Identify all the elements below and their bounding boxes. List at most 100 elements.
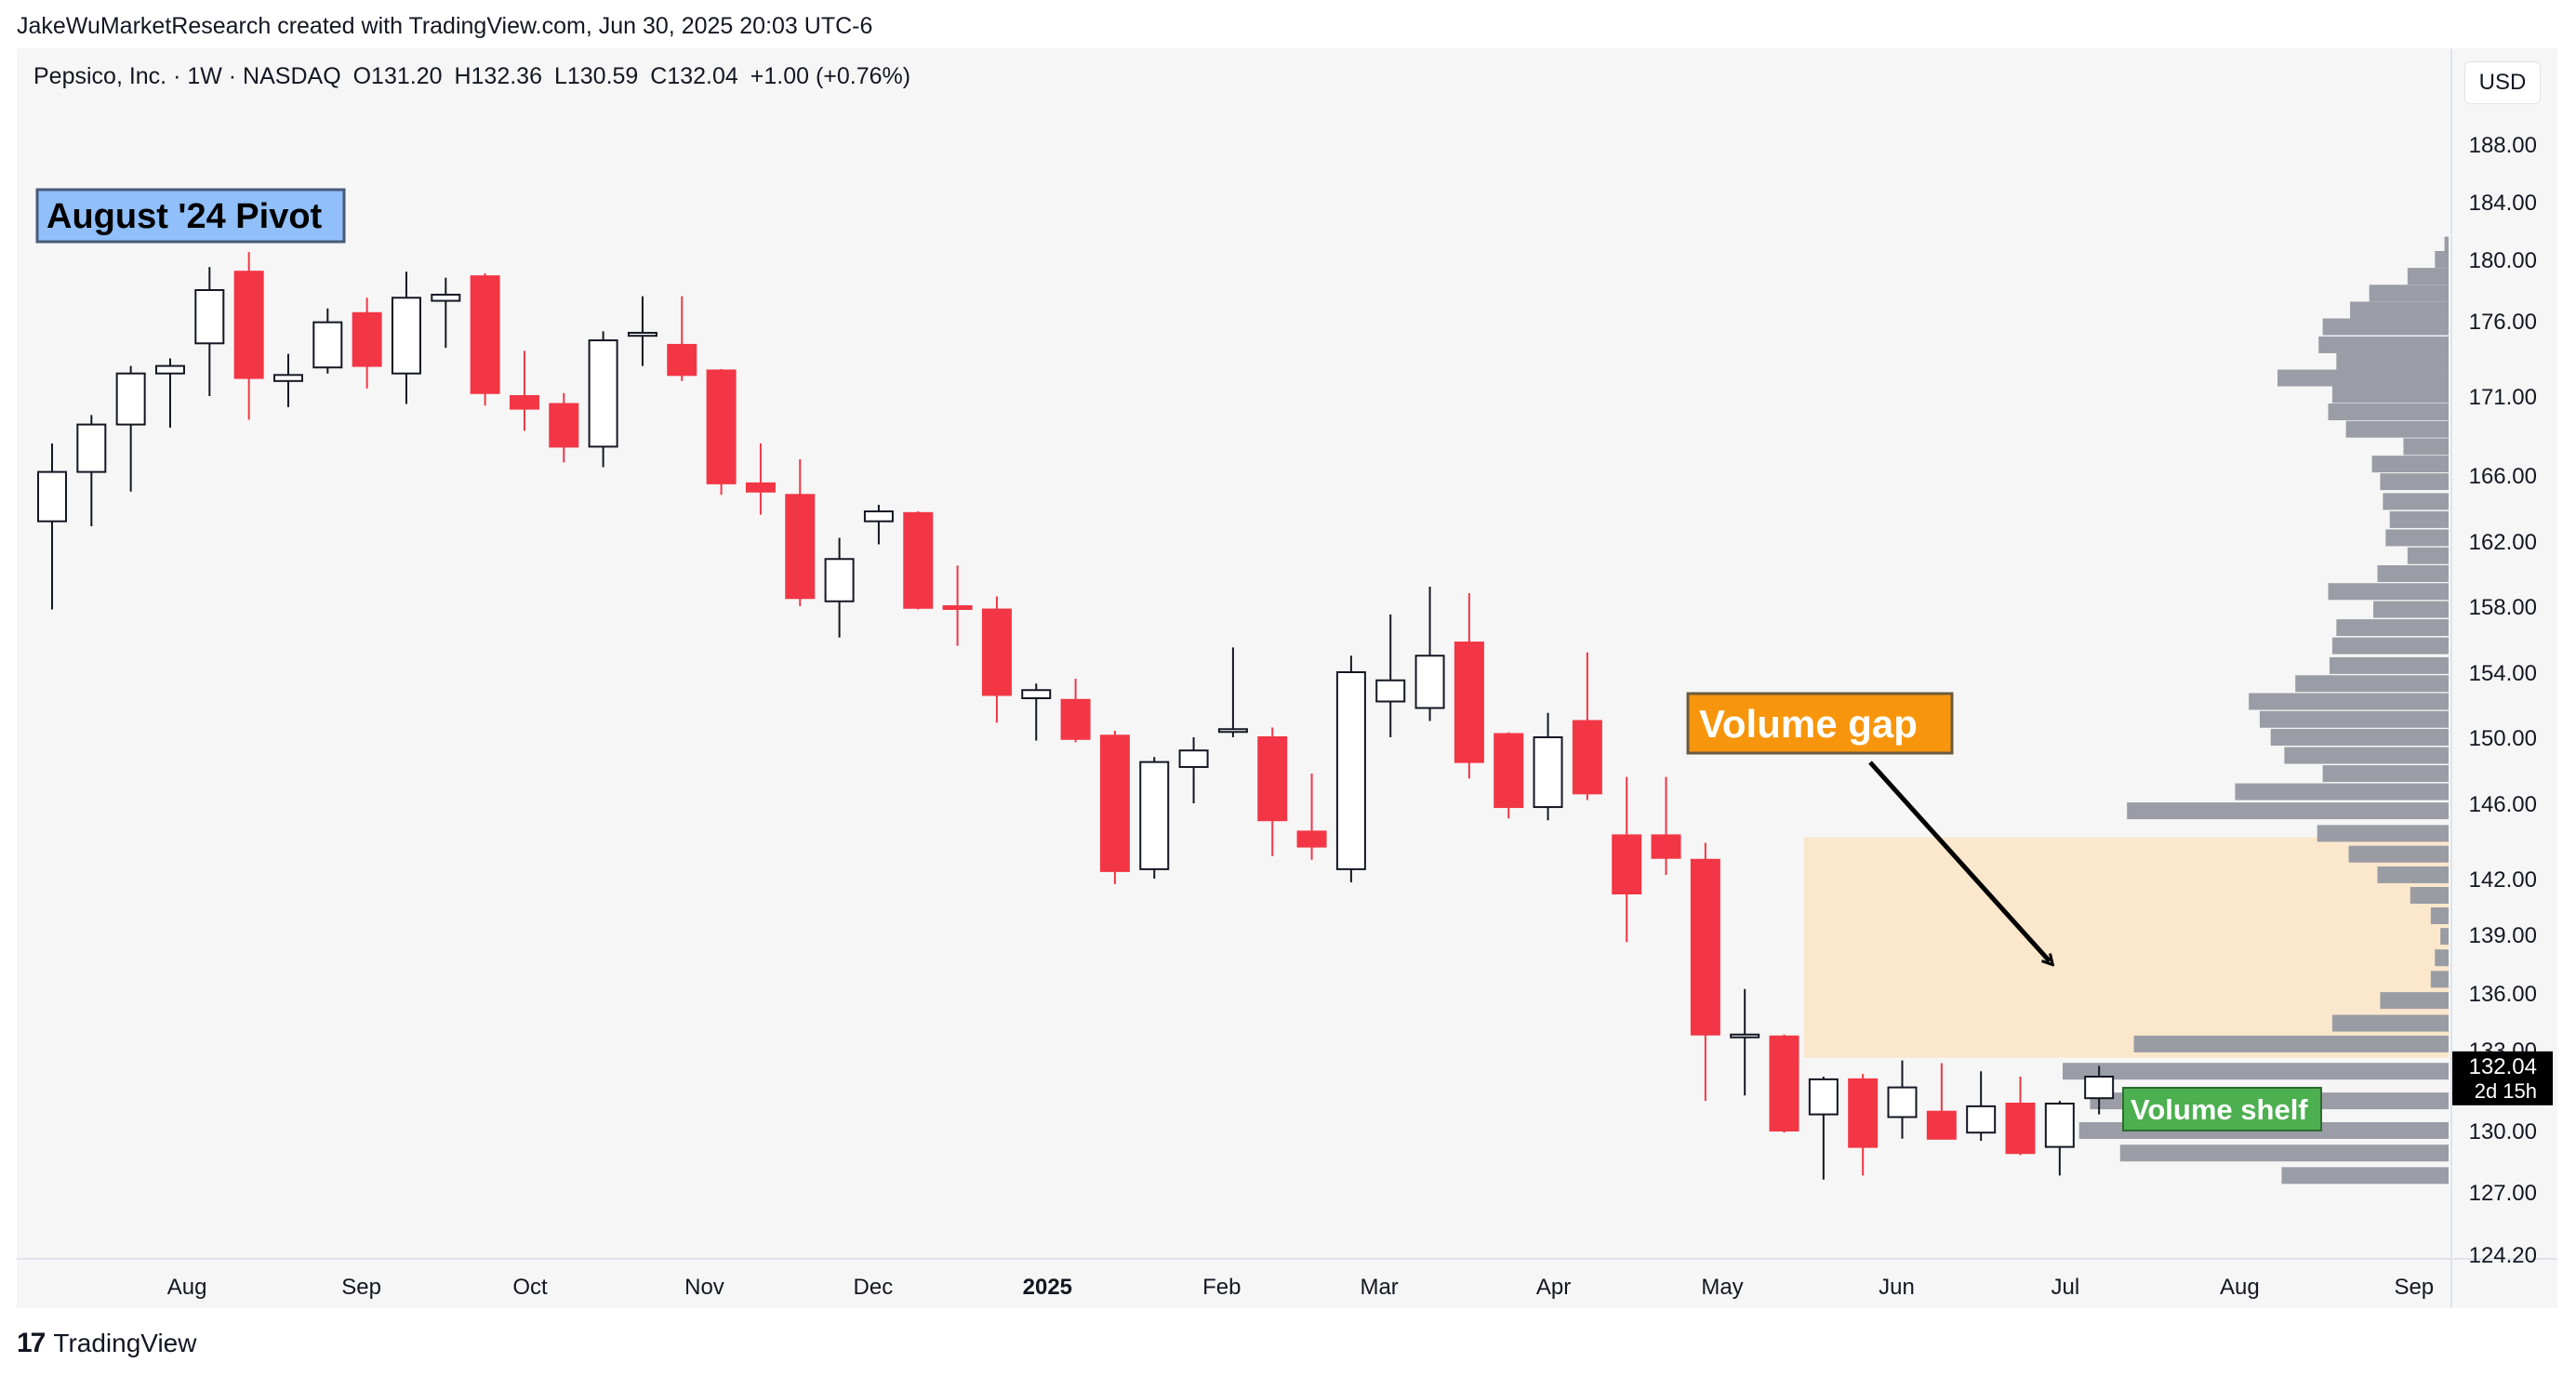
time-tick-label: May xyxy=(1701,1275,1743,1300)
candle[interactable] xyxy=(1494,732,1524,819)
price-tick-label: 130.00 xyxy=(2469,1119,2537,1144)
candle[interactable] xyxy=(115,365,146,492)
chart-panel[interactable]: Pepsico, Inc. · 1W · NASDAQ O131.20 H132… xyxy=(17,48,2557,1308)
last-price-value: 132.04 xyxy=(2469,1054,2537,1079)
volume-profile-bar xyxy=(2317,825,2449,842)
candle[interactable] xyxy=(588,331,618,468)
candle[interactable] xyxy=(431,277,461,349)
candle-body xyxy=(1217,728,1248,734)
candle[interactable] xyxy=(2044,1101,2075,1176)
candle[interactable] xyxy=(470,272,500,406)
volume-profile-bar xyxy=(2063,1063,2449,1080)
candle[interactable] xyxy=(1099,731,1130,884)
candle[interactable] xyxy=(1257,727,1288,856)
candle-body xyxy=(1296,830,1327,848)
volume-profile-bar xyxy=(2345,420,2449,438)
candle-body xyxy=(1887,1086,1918,1118)
candle[interactable] xyxy=(667,296,697,381)
candle[interactable] xyxy=(312,308,343,374)
candle[interactable] xyxy=(903,511,934,610)
candle[interactable] xyxy=(1414,587,1445,721)
candle[interactable] xyxy=(942,565,973,646)
volume-profile-bar xyxy=(2328,404,2449,420)
candle-body xyxy=(745,482,776,493)
candle[interactable] xyxy=(1139,757,1170,879)
volume-profile-bar xyxy=(2430,971,2449,988)
time-tick-label: Aug xyxy=(2220,1275,2260,1300)
volume-profile-bar xyxy=(2435,251,2449,268)
volume-profile-bar xyxy=(2331,637,2449,655)
candle-body xyxy=(2084,1076,2115,1100)
candle[interactable] xyxy=(785,459,816,606)
candle[interactable] xyxy=(1887,1060,1918,1139)
candle[interactable] xyxy=(706,368,737,496)
candle[interactable] xyxy=(1454,593,1484,779)
candle[interactable] xyxy=(1730,988,1760,1096)
time-tick-label: Dec xyxy=(854,1275,894,1300)
candle[interactable] xyxy=(1375,614,1406,737)
candle[interactable] xyxy=(1296,774,1327,860)
candle[interactable] xyxy=(1926,1063,1957,1140)
candle[interactable] xyxy=(154,358,185,429)
candle[interactable] xyxy=(1651,776,1681,875)
candle[interactable] xyxy=(1335,655,1366,882)
candle-body xyxy=(1257,736,1288,822)
candle[interactable] xyxy=(1848,1074,1879,1176)
tradingview-logo[interactable]: 17 TradingView xyxy=(17,1328,196,1359)
candle[interactable] xyxy=(509,351,539,431)
candle[interactable] xyxy=(1060,679,1091,743)
candle[interactable] xyxy=(863,504,894,545)
candle[interactable] xyxy=(1572,652,1602,800)
price-tick-label: 188.00 xyxy=(2469,133,2537,158)
candle[interactable] xyxy=(1217,647,1248,737)
candle[interactable] xyxy=(1966,1071,1997,1141)
candle-body xyxy=(2005,1103,2036,1155)
candle[interactable] xyxy=(981,596,1012,723)
candle-body xyxy=(37,470,67,523)
candle[interactable] xyxy=(76,415,107,527)
candle[interactable] xyxy=(1178,737,1209,803)
candle[interactable] xyxy=(627,296,657,366)
volume-profile-bar xyxy=(2318,336,2449,353)
currency-button[interactable]: USD xyxy=(2464,61,2541,104)
volume-profile-bar xyxy=(2329,656,2449,674)
candle[interactable] xyxy=(1021,683,1052,741)
price-tick-label: 139.00 xyxy=(2469,923,2537,948)
candle-body xyxy=(1730,1033,1760,1039)
candle-body xyxy=(1808,1078,1839,1116)
candle[interactable] xyxy=(745,443,776,515)
price-tick-label: 127.00 xyxy=(2469,1181,2537,1206)
candle[interactable] xyxy=(1690,842,1720,1102)
candle[interactable] xyxy=(549,392,579,463)
candle[interactable] xyxy=(1612,776,1642,943)
candle-body xyxy=(706,369,737,484)
volume-profile-bar xyxy=(2277,369,2449,387)
candle[interactable] xyxy=(1533,712,1563,821)
candle-body xyxy=(431,293,461,302)
candle[interactable] xyxy=(194,267,225,396)
time-tick-label: Jun xyxy=(1879,1275,1915,1300)
volume-profile-bar xyxy=(2371,456,2449,473)
candle[interactable] xyxy=(824,537,855,638)
candle-body xyxy=(1848,1078,1879,1148)
price-tick-label: 158.00 xyxy=(2469,595,2537,620)
candle-body xyxy=(154,364,185,375)
candle-body xyxy=(233,271,264,379)
candle[interactable] xyxy=(391,271,421,404)
candle[interactable] xyxy=(2005,1077,2036,1156)
candle-body xyxy=(981,608,1012,696)
price-chart[interactable]: August '24 Pivot Volume gap Volume shelf 1… xyxy=(17,48,2557,1308)
price-tick-label: 166.00 xyxy=(2469,464,2537,489)
candle-body xyxy=(903,511,934,609)
candle[interactable] xyxy=(37,443,67,610)
volume-profile-bar xyxy=(2377,565,2449,582)
candle-body xyxy=(549,403,579,448)
candle[interactable] xyxy=(352,298,382,389)
candle[interactable] xyxy=(272,353,303,407)
candle[interactable] xyxy=(233,252,264,420)
candle[interactable] xyxy=(2084,1065,2115,1115)
candle[interactable] xyxy=(1769,1034,1799,1133)
candle[interactable] xyxy=(1808,1077,1839,1180)
volume-profile-bar xyxy=(2331,1014,2449,1032)
time-tick-label: Sep xyxy=(341,1275,381,1300)
